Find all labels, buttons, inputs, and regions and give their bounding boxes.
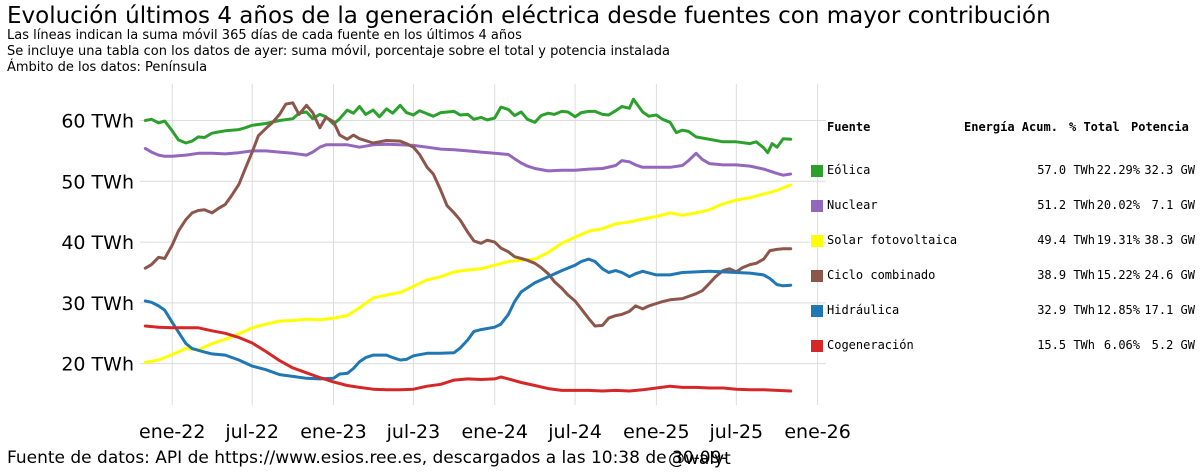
row-energy: 49.4 TWh	[1037, 233, 1095, 247]
legend-swatch	[811, 305, 823, 317]
row-energy: 32.9 TWh	[1037, 303, 1095, 317]
row-power: 5.2 GW	[1151, 338, 1195, 352]
series-line	[143, 324, 793, 393]
row-percent: 20.02%	[1096, 198, 1140, 212]
x-tick-label: ene-24	[461, 421, 527, 443]
table-header-source: Fuente	[827, 120, 871, 134]
legend-swatch	[811, 340, 823, 352]
table-row: Ciclo combinado 38.9 TWh 15.22% 24.6 GW	[810, 267, 1200, 287]
y-tick-label: 40 TWh	[61, 232, 134, 254]
row-source-name: Cogeneración	[827, 338, 914, 352]
table-header-power: Potencia	[1131, 120, 1189, 134]
row-source-name: Ciclo combinado	[827, 268, 936, 282]
row-power: 7.1 GW	[1151, 198, 1195, 212]
chart-subtitle-line: Las líneas indican la suma móvil 365 día…	[7, 28, 522, 43]
chart-subtitle-line: Ámbito de los datos: Península	[7, 60, 208, 75]
row-percent: 19.31%	[1096, 233, 1140, 247]
table-header-percent: % Total	[1069, 120, 1120, 134]
row-power: 24.6 GW	[1144, 268, 1195, 282]
x-tick-label: jul-23	[386, 421, 441, 443]
series-line	[143, 101, 793, 328]
x-tick-label: ene-23	[300, 421, 366, 443]
row-percent: 22.29%	[1096, 163, 1140, 177]
y-tick-label: 50 TWh	[61, 171, 134, 193]
table-row: Hidráulica 32.9 TWh 12.85% 17.1 GW	[810, 302, 1200, 322]
series-line	[143, 142, 793, 177]
row-source-name: Eólica	[827, 163, 871, 177]
y-tick-label: 20 TWh	[61, 354, 134, 376]
series-line	[143, 183, 793, 364]
x-tick-label: ene-22	[139, 421, 205, 443]
table-row: Cogeneración 15.5 TWh 6.06% 5.2 GW	[810, 337, 1200, 357]
chart-grid	[140, 84, 826, 405]
row-percent: 15.22%	[1096, 268, 1140, 282]
table-header-energy: Energía Acum.	[964, 120, 1058, 134]
legend-swatch	[811, 235, 823, 247]
row-power: 17.1 GW	[1144, 303, 1195, 317]
data-source-note: Fuente de datos: API de https://www.esio…	[7, 448, 728, 468]
row-percent: 6.06%	[1103, 338, 1140, 352]
series-line	[143, 257, 793, 381]
row-source-name: Solar fotovoltaica	[827, 233, 958, 247]
row-power: 32.3 GW	[1144, 163, 1195, 177]
x-tick-label: ene-26	[784, 421, 850, 443]
y-tick-label: 30 TWh	[61, 293, 134, 315]
row-source-name: Nuclear	[827, 198, 878, 212]
x-tick-label: ene-25	[623, 421, 689, 443]
row-source-name: Hidráulica	[827, 303, 900, 317]
row-energy: 15.5 TWh	[1037, 338, 1095, 352]
legend-swatch	[811, 200, 823, 212]
x-tick-label: jul-24	[547, 421, 602, 443]
table-row: Nuclear 51.2 TWh 20.02% 7.1 GW	[810, 197, 1200, 217]
y-axis: 20 TWh 30 TWh 40 TWh 50 TWh 60 TWh	[61, 110, 134, 375]
row-energy: 38.9 TWh	[1037, 268, 1095, 282]
legend-swatch	[811, 270, 823, 282]
row-energy: 57.0 TWh	[1037, 163, 1095, 177]
series-line	[143, 97, 793, 155]
x-tick-label: jul-25	[709, 421, 764, 443]
legend-swatch	[811, 165, 823, 177]
x-tick-label: jul-22	[224, 421, 279, 443]
chart-subtitle-line: Se incluye una tabla con los datos de ay…	[7, 44, 670, 59]
x-axis: ene-22 jul-22 ene-23 jul-23 ene-24 jul-24 ene-…	[139, 421, 851, 443]
y-tick-label: 60 TWh	[61, 110, 134, 132]
row-energy: 51.2 TWh	[1037, 198, 1095, 212]
chart-title: Evolución últimos 4 años de la generació…	[7, 3, 1051, 29]
table-row: Eólica 57.0 TWh 22.29% 32.3 GW	[810, 162, 1200, 182]
series-lines	[143, 97, 793, 393]
row-power: 38.3 GW	[1144, 233, 1195, 247]
table-row: Solar fotovoltaica 49.4 TWh 19.31% 38.3 …	[810, 232, 1200, 252]
row-percent: 12.85%	[1096, 303, 1140, 317]
author-handle: @walyt	[668, 449, 731, 469]
